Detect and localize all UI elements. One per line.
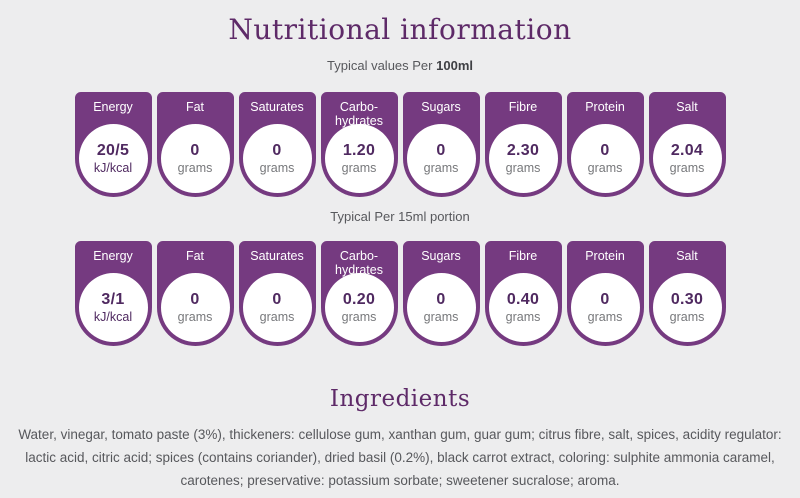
nutrient-value: 0	[272, 142, 282, 159]
nutrient-value-circle: 20/5 kJ/kcal	[78, 124, 148, 193]
caption-per-100ml-prefix: Typical values Per	[327, 58, 433, 73]
nutrient-unit: grams	[669, 161, 705, 175]
nutrient-value: 0	[436, 291, 446, 308]
nutrient-card: Sugars 0 grams	[402, 241, 480, 346]
nutrient-card: Saturates 0 grams	[238, 92, 316, 197]
nutrient-label: Protein	[585, 249, 625, 263]
caption-per-100ml: Typical values Per 100ml	[0, 58, 800, 73]
nutrient-value: 20/5	[96, 142, 130, 159]
nutrient-value: 0.30	[670, 291, 704, 308]
nutrient-label: Sugars	[421, 249, 461, 263]
nutrient-card: Fat 0 grams	[156, 92, 234, 197]
nutrient-unit: grams	[177, 161, 213, 175]
nutrient-unit: grams	[423, 310, 459, 324]
nutrient-value-circle: 0 grams	[570, 273, 640, 342]
nutrient-card: Carbo- hydrates 0.20 grams	[320, 241, 398, 346]
nutrient-card: Carbo- hydrates 1.20 grams	[320, 92, 398, 197]
nutrient-unit: grams	[177, 310, 213, 324]
nutrient-label: Sugars	[421, 100, 461, 114]
nutrient-unit: kJ/kcal	[93, 310, 133, 324]
nutrient-label: Carbo- hydrates	[335, 100, 383, 128]
nutrient-card: Sugars 0 grams	[402, 92, 480, 197]
nutrient-value: 3/1	[101, 291, 125, 308]
nutrient-card: Fat 0 grams	[156, 241, 234, 346]
nutrient-unit: grams	[341, 161, 377, 175]
nutrient-label: Salt	[676, 249, 698, 263]
nutrient-label: Salt	[676, 100, 698, 114]
nutrient-value-circle: 0.20 grams	[324, 273, 394, 342]
nutrient-value-circle: 0 grams	[570, 124, 640, 193]
nutrient-label: Fat	[185, 249, 205, 263]
nutrient-label: Saturates	[250, 249, 304, 263]
nutrient-value-circle: 3/1 kJ/kcal	[78, 273, 148, 342]
ingredients-text: Water, vinegar, tomato paste (3%), thick…	[18, 427, 782, 488]
nutrient-value-circle: 0 grams	[406, 124, 476, 193]
nutrient-card: Protein 0 grams	[566, 241, 644, 346]
nutrient-unit: grams	[259, 161, 295, 175]
nutrient-unit: grams	[341, 310, 377, 324]
nutrient-value: 0.20	[342, 291, 376, 308]
nutrient-unit: grams	[669, 310, 705, 324]
nutrient-card: Salt 0.30 grams	[648, 241, 726, 346]
nutrient-value: 1.20	[342, 142, 376, 159]
nutrient-label: Carbo- hydrates	[335, 249, 383, 277]
caption-per-15ml: Typical Per 15ml portion	[330, 209, 470, 224]
nutrient-card: Fibre 0.40 grams	[484, 241, 562, 346]
nutrient-value: 0	[272, 291, 282, 308]
nutrient-unit: grams	[259, 310, 295, 324]
nutrient-card: Fibre 2.30 grams	[484, 92, 562, 197]
nutrient-value: 0	[436, 142, 446, 159]
nutrient-unit: grams	[505, 310, 541, 324]
nutrient-value: 0	[600, 291, 610, 308]
nutrient-unit: kJ/kcal	[93, 161, 133, 175]
nutrient-value-circle: 1.20 grams	[324, 124, 394, 193]
nutrient-value-circle: 0 grams	[160, 124, 230, 193]
nutrient-value-circle: 2.04 grams	[652, 124, 722, 193]
ingredients-title: Ingredients	[329, 386, 471, 412]
nutrient-value-circle: 0.30 grams	[652, 273, 722, 342]
nutrient-label: Protein	[585, 100, 625, 114]
nutrient-unit: grams	[423, 161, 459, 175]
nutrient-value-circle: 0.40 grams	[488, 273, 558, 342]
nutrient-value: 0	[190, 291, 200, 308]
nutrient-label: Fibre	[508, 249, 538, 263]
nutrient-card: Protein 0 grams	[566, 92, 644, 197]
nutrient-unit: grams	[587, 161, 623, 175]
nutrient-label: Fibre	[508, 100, 538, 114]
nutrient-card: Energy 3/1 kJ/kcal	[74, 241, 152, 346]
nutrient-unit: grams	[587, 310, 623, 324]
nutrient-value-circle: 0 grams	[160, 273, 230, 342]
nutrient-card: Saturates 0 grams	[238, 241, 316, 346]
nutrient-unit: grams	[505, 161, 541, 175]
nutrient-label: Energy	[93, 100, 133, 114]
nutrient-value: 0	[190, 142, 200, 159]
nutrient-value-circle: 0 grams	[406, 273, 476, 342]
nutrition-row-per-100ml: Energy 20/5 kJ/kcal Fat 0 grams Saturate…	[0, 92, 800, 197]
nutrient-card: Salt 2.04 grams	[648, 92, 726, 197]
nutrient-value: 2.04	[670, 142, 704, 159]
nutrient-label: Saturates	[250, 100, 304, 114]
page-title: Nutritional information	[228, 13, 572, 46]
caption-per-100ml-amount: 100ml	[436, 58, 473, 73]
nutrition-row-per-15ml: Energy 3/1 kJ/kcal Fat 0 grams Saturates…	[0, 241, 800, 346]
nutrient-value-circle: 0 grams	[242, 273, 312, 342]
nutrient-value: 0.40	[506, 291, 540, 308]
nutrient-label: Energy	[93, 249, 133, 263]
nutrient-card: Energy 20/5 kJ/kcal	[74, 92, 152, 197]
nutrient-value: 0	[600, 142, 610, 159]
nutrient-value-circle: 0 grams	[242, 124, 312, 193]
nutrient-label: Fat	[185, 100, 205, 114]
nutrient-value-circle: 2.30 grams	[488, 124, 558, 193]
nutrient-value: 2.30	[506, 142, 540, 159]
